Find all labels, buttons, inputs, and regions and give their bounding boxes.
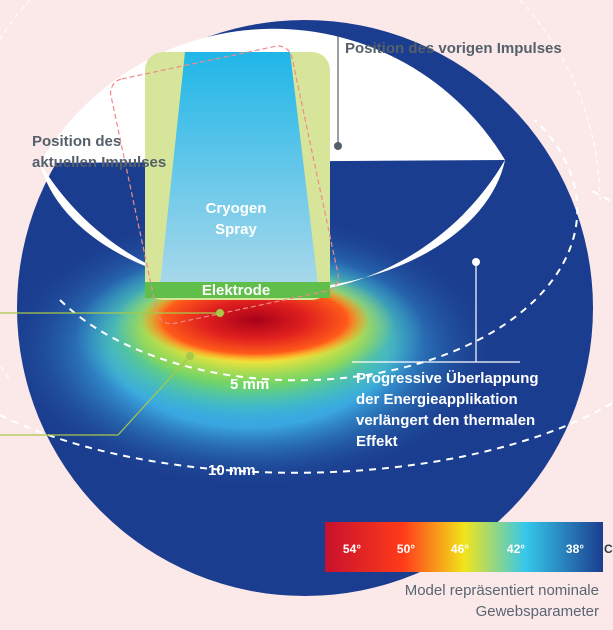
warm-zone-leader [0,355,191,436]
label-electrode: Elektrode [201,282,271,299]
pointer-dot-previous [334,142,342,150]
pointer-dot-warm-zone [186,352,194,360]
label-depth-10mm: 10 mm [208,462,256,479]
previous-pulse-outline [110,45,339,325]
pointer-dot-overlap [472,258,480,266]
label-progressive-overlap: Progressive Überlappung der Energieappli… [356,370,539,450]
scale-tick-38: 38° [565,542,585,556]
scale-unit: C [604,542,613,556]
background-arc-right [519,0,601,201]
label-depth-5mm: 5 mm [230,376,270,393]
scale-tick-54: 54° [342,542,362,556]
scale-tick-50: 50° [396,542,416,556]
label-previous-pulse: Position des vorigen Impulses [345,40,562,57]
scale-tick-46: 46° [450,542,470,556]
scale-tick-42: 42° [506,542,526,556]
pointer-dot-hot-zone [216,309,224,317]
electrode-bar [145,282,330,298]
label-cryogen-spray: Cryogen Spray [205,200,267,238]
model-note: Model repräsentiert nominale Gewebsparam… [404,582,599,620]
label-current-pulse: Position des aktuellen Impulses [32,133,167,171]
temperature-scale-bar [325,522,603,572]
cryogen-spray-beam [160,52,318,285]
depth-ring-5mm [59,119,579,382]
